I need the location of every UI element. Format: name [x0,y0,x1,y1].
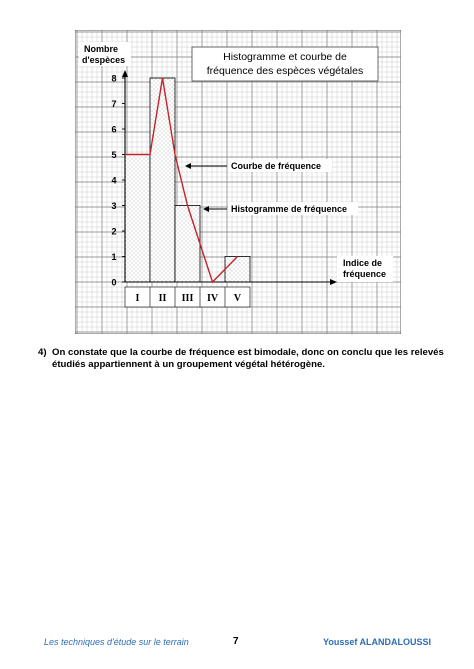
y-tick-label: 5 [111,150,116,160]
y-tick-label: 0 [111,278,116,288]
title-box [191,46,379,82]
y-axis-label-line-1: Nombre [84,44,118,54]
x-tick-label: IV [207,293,219,304]
y-label-bg [79,42,131,66]
footer-course-title: Les techniques d'étude sur le terrain [44,637,189,647]
annotation-histogram-label: Histogramme de fréquence [231,204,347,214]
x-axis-arrowhead [330,279,337,285]
y-tick-label: 1 [111,252,116,262]
x-tick-label: III [182,293,194,304]
annotation-histogram-bg [228,202,358,215]
footer-author: Youssef ALANDALOUSSI [323,637,432,647]
x-tick-label: II [159,293,167,304]
y-axis-label-line-2: d'espèces [82,55,125,65]
y-axis-arrowhead [122,70,128,77]
annotation-curve-label: Courbe de fréquence [231,161,321,171]
x-tick-label: I [136,293,140,304]
footer-page-number: 7 [233,636,239,647]
y-tick-label: 8 [111,74,116,84]
histogram-bar [224,256,251,283]
x-label-bg [337,256,393,282]
histogram-bar [149,77,176,283]
y-tick-label: 7 [111,99,116,109]
x-axis-label-line-2: fréquence [343,269,386,279]
frequency-curve [125,77,238,284]
y-tick-label: 2 [111,227,116,237]
annotation-curve-arrowhead [185,163,191,169]
note-number: 4) [38,347,47,358]
y-tick-label: 3 [111,201,116,211]
histogram-bar [124,154,151,283]
histogram-bar [174,205,201,283]
y-tick-label: 4 [111,176,116,186]
chart-title-line-2: fréquence des espèces végétales [207,65,363,77]
category-band [124,286,251,308]
annotation-curve-bg [228,159,332,172]
annotation-histogram-arrowhead [203,206,209,212]
page-footer: Les techniques d'étude sur le terrain 7 … [0,636,474,651]
x-axis-label-line-1: Indice de [343,258,382,268]
x-tick-label: V [234,293,242,304]
note-text: On constate que la courbe de fréquence e… [52,347,444,370]
y-tick-label: 6 [111,125,116,135]
chart-title-line-1: Histogramme et courbe de [223,51,347,63]
